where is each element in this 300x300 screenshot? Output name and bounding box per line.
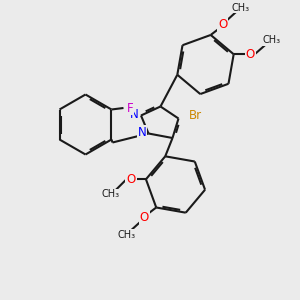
Text: CH₃: CH₃ — [117, 230, 135, 240]
Text: O: O — [126, 173, 136, 186]
Text: O: O — [246, 48, 255, 61]
Text: CH₃: CH₃ — [231, 3, 249, 13]
Text: CH₃: CH₃ — [263, 35, 281, 45]
Text: N: N — [130, 107, 139, 121]
Text: CH₃: CH₃ — [101, 189, 120, 199]
Text: O: O — [140, 212, 149, 224]
Text: O: O — [218, 18, 227, 31]
Text: Br: Br — [188, 109, 202, 122]
Text: F: F — [127, 101, 134, 115]
Text: N: N — [137, 126, 146, 140]
